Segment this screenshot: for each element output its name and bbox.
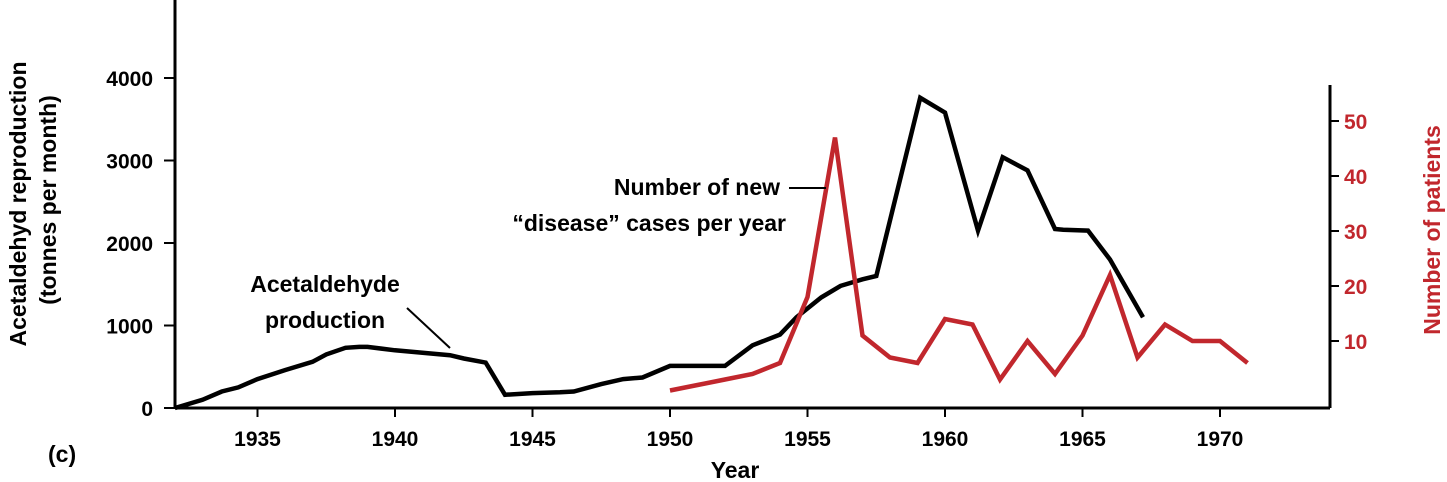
x-tick-label: 1970	[1197, 428, 1244, 451]
annotation-cases-line1: Number of new	[614, 174, 780, 200]
x-axis-label: Year	[711, 457, 760, 482]
x-tick-label: 1965	[1059, 428, 1106, 451]
y-left-tick-label: 3000	[106, 151, 153, 174]
y-axis-right-label: Number of patients	[1419, 125, 1445, 335]
y-right-tick-label: 20	[1344, 276, 1367, 299]
y-right-tick-label: 30	[1344, 221, 1367, 244]
annotation-production-line1: Acetaldehyde	[250, 271, 400, 297]
panel-label: (c)	[48, 441, 76, 467]
series-line-production	[174, 94, 1145, 411]
y-left-tick-label: 4000	[106, 68, 153, 91]
x-tick-label: 1940	[372, 428, 419, 451]
y-axis-left-label-line2: (tonnes per month)	[35, 95, 61, 305]
x-tick-label: 1955	[784, 428, 831, 451]
x-tick-label: 1950	[647, 428, 694, 451]
annotation-cases-line2: “disease” cases per year	[512, 210, 786, 236]
annotation-production-line2: production	[265, 307, 385, 333]
y-left-tick-label: 2000	[106, 233, 153, 256]
y-left-tick-label: 1000	[106, 316, 153, 339]
annotation-production-leader	[406, 307, 451, 349]
y-left-tick-label: 0	[141, 398, 153, 421]
x-tick-label: 1945	[509, 428, 556, 451]
y-right-tick-label: 10	[1344, 331, 1367, 354]
x-tick-label: 1935	[234, 428, 281, 451]
series-line-patients	[669, 137, 1249, 393]
y-axis-left-label-line1: Acetaldehyd reproduction	[5, 62, 31, 347]
y-right-tick-label: 50	[1344, 111, 1367, 134]
y-right-tick-label: 40	[1344, 166, 1367, 189]
x-tick-label: 1960	[922, 428, 969, 451]
